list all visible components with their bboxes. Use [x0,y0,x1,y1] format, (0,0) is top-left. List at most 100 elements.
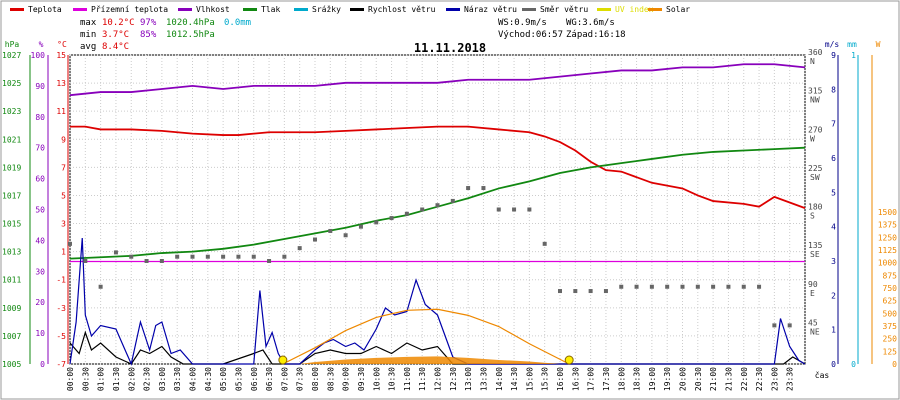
wind-direction-point [113,250,118,255]
temperature-unit: °C [57,40,67,49]
wind-direction-point [741,284,746,289]
direction-axis-tick: 90 [808,280,818,289]
rain-unit: mm [847,40,857,49]
temperature-axis-tick: 3 [61,220,66,229]
wind-axis-tick: 9 [831,51,836,60]
stats-max-label: max [80,18,97,28]
legend-swatch-rychlost [350,8,364,11]
x-axis-tick: 09:00 [342,367,351,391]
wind-direction-point [603,289,608,294]
direction-axis-label: N [810,57,815,66]
temperature-axis-tick: 1 [61,248,66,257]
wind-direction-point [144,259,149,263]
wind-direction-point [496,207,501,212]
series-smer-scatter [68,186,792,328]
wind-speed-avg: WS:0.9m/s [498,18,547,28]
wind-direction-point [297,246,302,251]
pressure-axis-tick: 1007 [2,332,21,341]
sunset-time: Západ:16:18 [566,30,626,40]
humidity-axis-tick: 20 [35,298,45,307]
humidity-axis-tick: 90 [35,82,45,91]
x-axis-tick: 20:00 [679,367,688,391]
legend-label-srazky: Srážky [312,5,341,14]
legend-swatch-smer [522,8,536,11]
direction-axis-label: S [810,212,815,221]
stats-avg-label: avg [80,42,96,52]
humidity-axis-tick: 100 [31,51,46,60]
x-axis-tick: 08:00 [311,367,320,391]
solar-axis-tick: 375 [883,322,898,331]
legend-label-vlhkost: Vlhkost [196,5,230,14]
x-axis-tick: 04:30 [204,367,213,391]
stats-max-press: 1020.4hPa [166,18,215,28]
humidity-axis-tick: 30 [35,267,45,276]
pressure-axis-tick: 1005 [2,360,21,369]
x-axis-label: čas [815,370,830,380]
solar-axis-tick: 1000 [878,259,897,268]
legend-label-pocitova: Přízemní teplota [91,5,168,14]
wind-direction-point [159,259,164,263]
chart-title: 11.11.2018 [414,41,486,55]
stats-block: max 10.2°C 97% 1020.4hPa 0.0mm min 3.7°C… [80,18,251,52]
legend-label-uv: UV index [615,5,654,14]
legend-swatch-solar [648,8,662,11]
pressure-axis-tick: 1019 [2,163,21,172]
wind-direction-point [726,284,731,289]
humidity-axis-tick: 50 [35,206,45,215]
wind-direction-point [129,254,134,259]
wind-direction-point [466,186,471,191]
wind-direction-point [236,254,241,259]
x-axis-tick: 01:30 [112,367,121,391]
x-axis-tick: 11:30 [418,367,427,391]
legend-swatch-naraz [446,8,460,11]
x-axis-tick: 11:00 [403,367,412,391]
solar-unit: W [876,40,881,49]
x-axis-tick: 05:00 [219,367,228,391]
pressure-axis-tick: 1009 [2,304,21,313]
stats-max-temp: 10.2°C [102,18,135,28]
x-axis-tick: 09:30 [357,367,366,391]
x-axis-tick: 06:00 [250,367,259,391]
x-axis-tick: 15:00 [525,367,534,391]
wind-info-block: WS:0.9m/s WG:3.6m/s Východ:06:57 Západ:1… [498,18,626,40]
wind-direction-point [680,284,685,289]
humidity-axis-tick: 70 [35,144,45,153]
wind-direction-point [558,289,562,294]
pressure-axis-tick: 1023 [2,107,21,116]
x-axis-tick: 10:30 [388,367,397,391]
stats-max-hum: 97% [140,18,157,28]
wind-axis-tick: 8 [831,85,836,94]
wind-direction-point [542,241,547,246]
solar-axis-tick: 1375 [878,221,897,230]
x-axis-tick: 08:30 [326,367,335,391]
sunset-marker [564,355,574,365]
temperature-axis-tick: -3 [56,304,66,313]
direction-axis-label: NE [810,327,820,336]
series-teplota [70,125,806,209]
x-axis-tick: 03:30 [173,367,182,391]
x-axis-tick: 10:00 [372,367,381,391]
wind-direction-point [358,224,363,229]
temperature-axis-tick: 15 [56,51,66,60]
direction-axis-tick: 45 [808,318,818,327]
left-axes: 1027102510231021101910171015101310111009… [2,51,69,369]
legend-swatch-srazky [294,8,308,11]
x-axis-tick: 23:00 [770,367,779,391]
stats-min-temp: 3.7°C [102,30,129,40]
direction-axis-tick: 270 [808,125,823,134]
x-axis-tick: 18:30 [633,367,642,391]
x-axis-tick: 23:30 [786,367,795,391]
temperature-axis-tick: 7 [61,163,66,172]
x-axis-tick: 02:30 [143,367,152,391]
legend: Teplota Přízemní teplota Vlhkost Tlak Srážky… [10,5,690,14]
x-axis-tick: 05:30 [234,367,243,391]
temperature-axis-tick: -1 [56,276,66,285]
x-axis-tick: 17:00 [587,367,596,391]
solar-axis-tick: 250 [883,335,898,344]
x-axis-tick: 13:00 [464,367,473,391]
grid [69,54,806,365]
humidity-axis-tick: 10 [35,329,45,338]
wind-direction-point [190,254,195,259]
humidity-axis-tick: 80 [35,113,45,122]
